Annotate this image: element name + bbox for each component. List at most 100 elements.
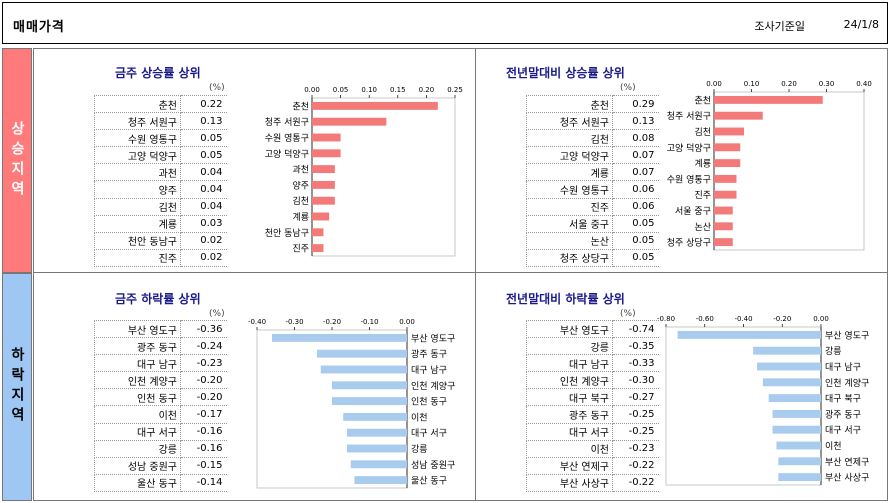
- x-tick-label: 0.00: [813, 315, 829, 323]
- change-rate-value: 0.05: [180, 146, 227, 165]
- table-row: 성남 중원구 -0.15: [94, 457, 227, 475]
- category-label: 대구 서구: [411, 428, 447, 439]
- category-label: 울산 동구: [411, 476, 447, 487]
- rising-region-band: 상승지역: [2, 48, 32, 273]
- table-row: 부산 연제구 -0.22: [526, 457, 659, 475]
- table-row: 부산 사상구 -0.22: [526, 474, 659, 492]
- table-row: 수원 영통구 0.06: [526, 180, 659, 199]
- category-label: 광주 동구: [411, 348, 447, 360]
- category-label: 부산 영도구: [411, 333, 455, 344]
- change-rate-value: 0.04: [180, 163, 227, 182]
- bar: [320, 365, 407, 374]
- vertical-divider: [475, 48, 476, 501]
- category-label: 성남 중원구: [411, 460, 455, 471]
- change-rate-value: 0.04: [180, 180, 227, 199]
- category-label: 강릉: [411, 444, 428, 455]
- region-name: 울산 동구: [94, 474, 181, 492]
- bar: [714, 238, 733, 247]
- bar: [714, 143, 741, 152]
- change-rate-value: -0.33: [612, 354, 659, 373]
- category-label: 강릉: [825, 346, 842, 357]
- bar: [312, 117, 387, 126]
- change-rate-value: -0.16: [180, 440, 227, 458]
- x-tick-label: -0.80: [657, 315, 675, 323]
- region-name: 광주 동구: [94, 337, 181, 356]
- unit-label: (%): [620, 309, 636, 319]
- bar: [757, 362, 821, 371]
- region-name: 대구 남구: [94, 354, 181, 373]
- bar: [714, 127, 744, 136]
- change-rate-value: -0.27: [612, 388, 659, 407]
- change-rate-value: 0.05: [180, 129, 227, 148]
- region-name: 부산 영도구: [94, 319, 181, 339]
- table-row: 이천 -0.23: [526, 440, 659, 458]
- x-tick-label: -0.20: [323, 318, 341, 326]
- category-label: 대구 서구: [825, 425, 861, 436]
- category-label: 인천 계양구: [825, 377, 869, 389]
- change-rate-value: 0.04: [180, 198, 227, 216]
- unit-label: (%): [209, 309, 225, 319]
- region-name: 진주: [94, 249, 181, 267]
- category-label: 대구 북구: [825, 394, 861, 405]
- rank-table: 춘천 0.29 청주 서원구 0.13 김천 0.08 고양 덕양구 0.07 계룡 0.07 수원…: [526, 94, 659, 267]
- table-row: 대구 서구 -0.25: [526, 423, 659, 441]
- bar: [317, 349, 407, 358]
- change-rate-value: -0.35: [612, 337, 659, 356]
- table-row: 서울 중구 0.05: [526, 215, 659, 233]
- category-label: 서울 중구: [675, 206, 711, 217]
- category-label: 양주: [292, 180, 309, 191]
- region-name: 대구 남구: [526, 354, 613, 373]
- bar: [762, 378, 821, 387]
- region-name: 김천: [94, 198, 181, 216]
- table-row: 대구 남구 -0.23: [94, 354, 227, 373]
- change-rate-value: -0.25: [612, 423, 659, 441]
- rank-table: 춘천 0.22 청주 서원구 0.13 수원 영통구 0.05 고양 덕양구 0.05 과천 0.…: [94, 94, 227, 267]
- change-rate-value: 0.02: [180, 232, 227, 250]
- change-rate-value: 0.07: [612, 163, 659, 182]
- category-label: 춘천: [292, 101, 309, 112]
- change-rate-value: 0.05: [612, 232, 659, 250]
- category-label: 진주: [694, 190, 711, 201]
- bar: [714, 174, 737, 183]
- category-label: 김천: [292, 195, 309, 207]
- region-name: 대구 서구: [526, 423, 613, 441]
- rank-table: 부산 영도구 -0.36 광주 동구 -0.24 대구 남구 -0.23 인천 계양구 -0.…: [94, 319, 227, 492]
- x-tick-label: 0.30: [819, 80, 835, 88]
- region-name: 부산 연제구: [526, 457, 613, 475]
- table-row: 광주 동구 -0.24: [94, 337, 227, 356]
- region-name: 강릉: [94, 440, 181, 458]
- change-rate-value: 0.29: [612, 94, 659, 114]
- table-row: 청주 상당구 0.05: [526, 249, 659, 267]
- change-rate-value: 0.06: [612, 198, 659, 216]
- rising-region-label: 상승지역: [9, 120, 25, 201]
- bar: [714, 190, 737, 199]
- category-label: 진주: [292, 244, 309, 255]
- bar: [312, 228, 324, 237]
- bar: [312, 196, 335, 205]
- change-rate-value: 0.06: [612, 180, 659, 199]
- region-name: 부산 사상구: [526, 474, 613, 492]
- bar: [772, 409, 821, 418]
- change-rate-value: -0.15: [180, 457, 227, 475]
- category-label: 이천: [411, 412, 428, 423]
- bar: [768, 394, 821, 403]
- region-name: 부산 영도구: [526, 319, 613, 339]
- unit-label: (%): [209, 83, 225, 93]
- region-name: 고양 덕양구: [526, 146, 613, 165]
- x-tick-label: 0.00: [706, 80, 722, 88]
- bar: [714, 206, 733, 215]
- change-rate-value: 0.02: [180, 249, 227, 267]
- change-rate-value: -0.17: [180, 405, 227, 424]
- region-name: 고양 덕양구: [94, 146, 181, 165]
- change-rate-value: 0.13: [612, 112, 659, 131]
- bar: [347, 444, 407, 453]
- region-name: 서울 중구: [526, 215, 613, 233]
- change-rate-value: -0.22: [612, 457, 659, 475]
- category-label: 천안 동남구: [265, 228, 309, 239]
- chart-title: 전년말대비 하락률 상위: [506, 292, 625, 306]
- table-row: 인천 계양구 -0.30: [526, 371, 659, 390]
- table-row: 강릉 -0.16: [94, 440, 227, 458]
- table-row: 대구 북구 -0.27: [526, 388, 659, 407]
